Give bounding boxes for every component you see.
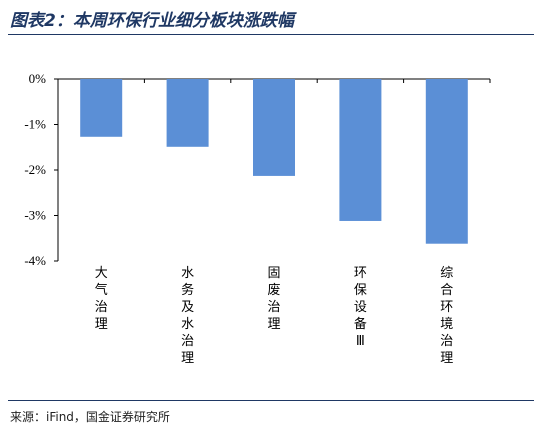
title-rule — [8, 34, 534, 35]
y-tick-label: -2% — [24, 162, 46, 177]
bar — [339, 79, 382, 221]
category-label: 水务及水治理 — [181, 266, 194, 366]
category-label: 环保设备 Ⅲ — [354, 266, 367, 349]
y-tick-label: 0% — [29, 71, 47, 86]
y-tick-label: -1% — [24, 117, 46, 132]
bar — [80, 79, 123, 137]
bar — [425, 79, 468, 244]
category-label: 大气治理 — [95, 266, 108, 332]
category-label: 固废治理 — [267, 266, 280, 332]
bar — [166, 79, 209, 147]
y-tick-label: -4% — [24, 253, 46, 268]
chart-title: 图表2：本周环保行业细分板块涨跌幅 — [10, 11, 294, 31]
source-rule — [8, 400, 534, 401]
bar-chart: 0% -1% -2% -3% -4% 大气治理 水务及水治理 固废治理 环保设备 Ⅲ 综合环境治理 — [24, 71, 491, 366]
source-note: 来源：iFind，国金证券研究所 — [10, 410, 170, 424]
y-tick-label: -3% — [24, 208, 46, 223]
bar — [253, 79, 295, 176]
category-label: 综合环境治理 — [440, 266, 453, 366]
